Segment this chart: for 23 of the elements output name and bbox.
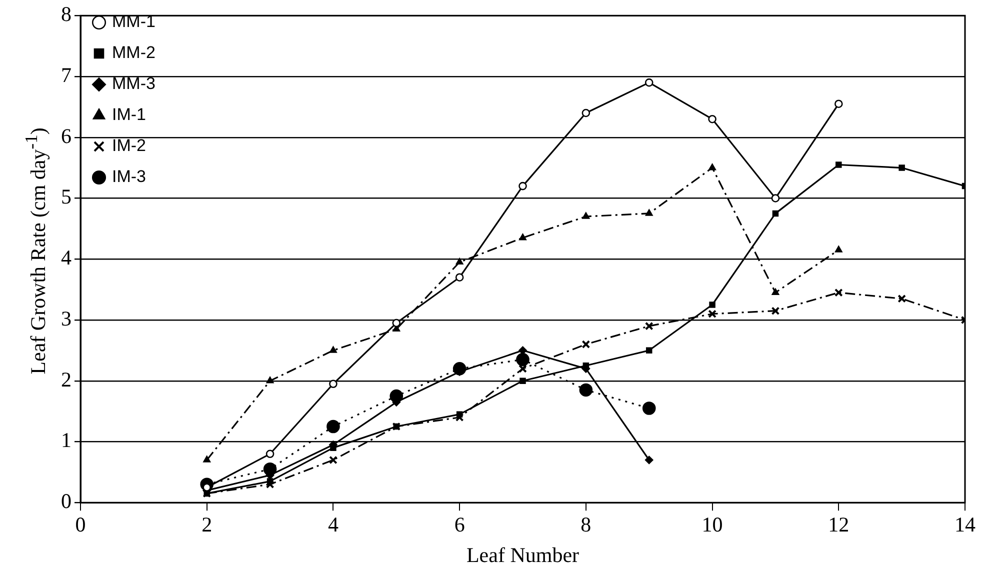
legend-label: MM-2 [112, 43, 156, 62]
y-tick-label: 3 [61, 306, 72, 330]
x-tick-label: 8 [580, 512, 592, 537]
x-tick-label: 14 [954, 512, 976, 537]
legend-label: MM-3 [112, 74, 156, 94]
y-tick-label: 4 [61, 246, 72, 270]
y-tick-label: 6 [61, 124, 72, 148]
y-tick-label: 5 [61, 184, 72, 209]
y-tick-label: 0 [61, 489, 72, 514]
legend-label: IM-3 [112, 167, 146, 186]
y-tick-label: 1 [61, 428, 72, 452]
x-tick-label: 10 [702, 512, 723, 537]
legend-label: IM-1 [112, 105, 146, 124]
x-tick-label: 6 [454, 512, 465, 537]
x-tick-label: 2 [202, 512, 212, 537]
y-tick-label: 7 [61, 62, 72, 87]
x-axis-title: Leaf Number [466, 542, 580, 567]
y-tick-label: 2 [61, 367, 72, 392]
x-tick-label: 12 [828, 512, 850, 537]
legend-label: IM-2 [112, 136, 146, 156]
legend-label: MM-1 [112, 12, 156, 32]
y-tick-label: 8 [61, 2, 72, 26]
x-tick-label: 4 [328, 512, 339, 537]
